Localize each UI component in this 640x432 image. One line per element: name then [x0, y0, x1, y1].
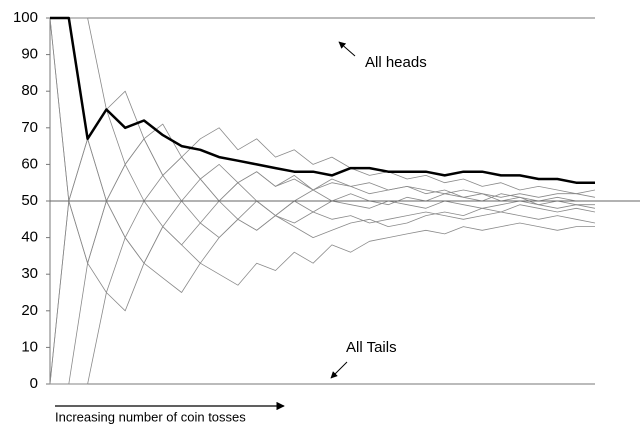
series-line — [50, 17, 595, 206]
series-line — [50, 16, 595, 184]
y-tick-label: 0 — [30, 375, 38, 392]
y-tick-label: 10 — [21, 338, 38, 355]
annotation: All heads — [365, 54, 427, 71]
y-tick-label: 50 — [21, 192, 38, 209]
y-tick-label: 100 — [13, 9, 38, 26]
series-line — [50, 17, 596, 195]
series-line — [49, 200, 596, 385]
y-tick-label: 20 — [21, 302, 38, 319]
y-tick-label: 90 — [21, 46, 38, 63]
annotation: All Tails — [346, 339, 397, 356]
y-tick-label: 60 — [21, 155, 38, 172]
arrow — [330, 361, 348, 379]
plot-area: 0 10 20 30 40 50 60 70 80 90 100 — [13, 9, 640, 392]
arrow — [338, 41, 356, 57]
x-axis-label: Increasing number of coin tosses — [55, 409, 246, 424]
y-tick-label: 70 — [21, 119, 38, 136]
series-line — [50, 189, 595, 385]
series-line — [49, 17, 596, 202]
y-tick-label: 30 — [21, 265, 38, 282]
y-tick-label: 40 — [21, 229, 38, 246]
series-line — [49, 17, 596, 264]
y-tick-label: 80 — [21, 82, 38, 99]
series-line — [49, 138, 596, 385]
